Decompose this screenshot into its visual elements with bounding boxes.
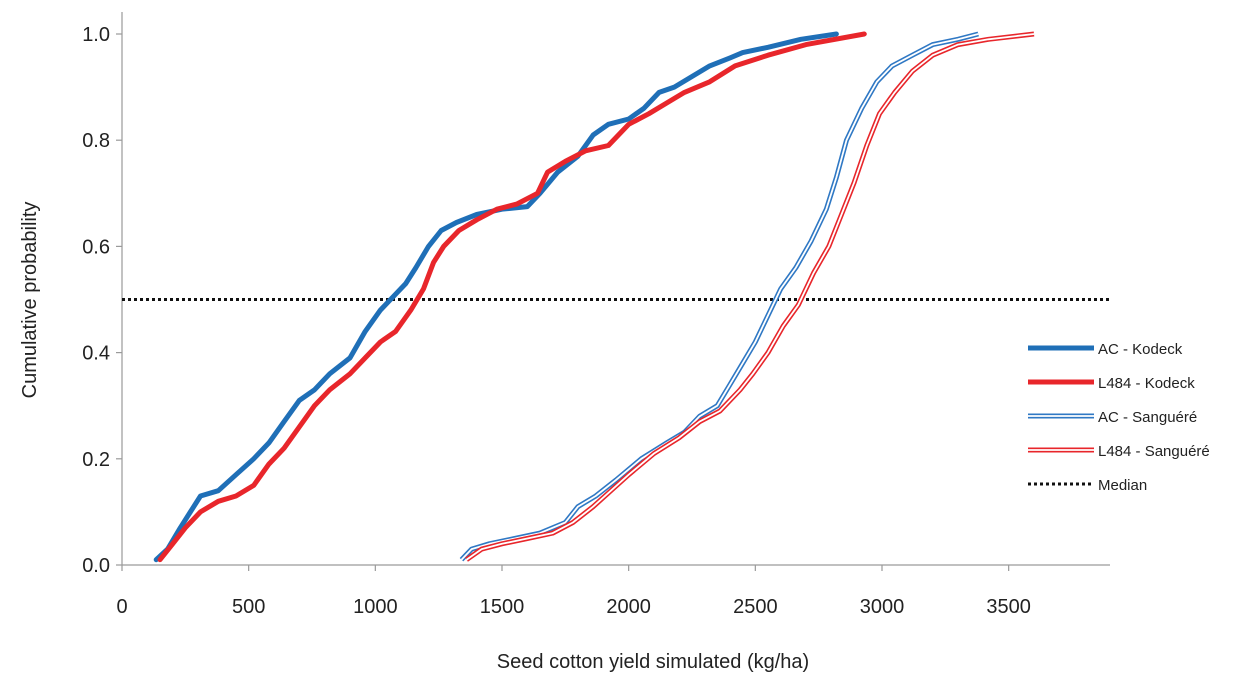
legend-label: Median xyxy=(1098,477,1147,494)
x-tick-label: 1500 xyxy=(480,596,525,618)
series-line-l484-sangu-r--outer xyxy=(465,31,1035,562)
axes xyxy=(116,12,1110,571)
legend-entry: L484 - Kodeck xyxy=(1028,375,1195,392)
legend-label: AC - Kodeck xyxy=(1098,341,1183,358)
y-tick-label: 0.2 xyxy=(82,449,110,471)
legend-entry: AC - Kodeck xyxy=(1028,341,1183,358)
x-tick-label: 1000 xyxy=(353,596,398,618)
y-axis-title: Cumulative probability xyxy=(19,202,41,399)
legend-entry: L484 - Sanguéré xyxy=(1028,443,1210,460)
series-line-ac-sangu-r--outer xyxy=(459,31,979,562)
legend-entry: Median xyxy=(1028,477,1147,494)
plot-area xyxy=(122,31,1110,563)
tick-labels: 0.0 0.2 0.4 0.6 0.8 1.0 0 500 1000 1500 2000 2500 30… xyxy=(82,24,1031,618)
x-tick-label: 3500 xyxy=(986,596,1031,618)
y-tick-label: 1.0 xyxy=(82,24,110,46)
x-tick-label: 3000 xyxy=(860,596,905,618)
x-axis-title: Seed cotton yield simulated (kg/ha) xyxy=(497,651,809,673)
legend-label: AC - Sanguéré xyxy=(1098,409,1197,426)
x-tick-label: 2000 xyxy=(606,596,651,618)
y-tick-label: 0.4 xyxy=(82,343,110,365)
x-tick-label: 0 xyxy=(116,596,127,618)
y-tick-label: 0.6 xyxy=(82,236,110,258)
legend: AC - Kodeck L484 - Kodeck AC - Sanguéré L48… xyxy=(1028,341,1210,494)
y-tick-label: 0.0 xyxy=(82,555,110,577)
legend-entry: AC - Sanguéré xyxy=(1028,409,1197,426)
series-line-l484-sangu-r- xyxy=(465,31,1035,562)
legend-label: L484 - Sanguéré xyxy=(1098,443,1210,460)
series-line-l484-sangu-r--inner xyxy=(465,33,1035,561)
x-tick-label: 2500 xyxy=(733,596,778,618)
series-line-ac-kodeck xyxy=(153,31,839,563)
x-tick-label: 500 xyxy=(232,596,265,618)
legend-label: L484 - Kodeck xyxy=(1098,375,1195,392)
series-line-ac-sangu-r--inner xyxy=(460,33,979,561)
series-line-ac-sangu-r- xyxy=(459,31,979,562)
series-line-l484-kodeck xyxy=(157,31,867,563)
y-tick-label: 0.8 xyxy=(82,130,110,152)
